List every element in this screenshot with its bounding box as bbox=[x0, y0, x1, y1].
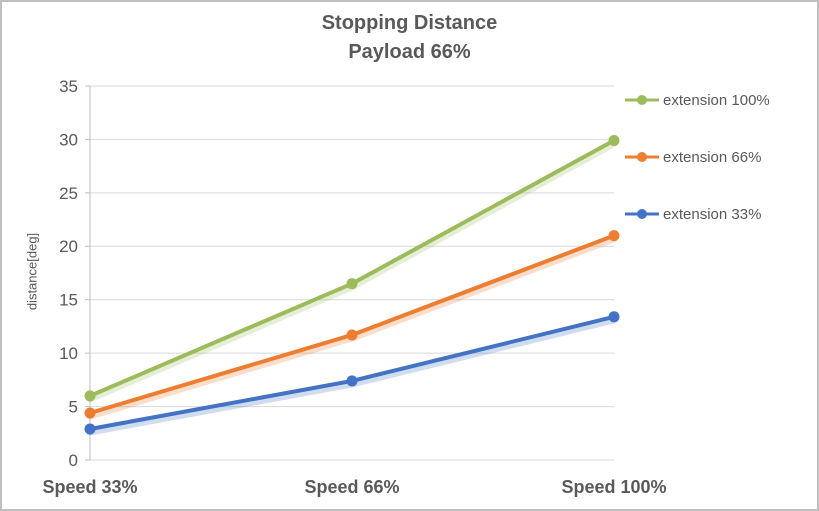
data-point-marker[interactable] bbox=[608, 311, 620, 323]
data-point-marker[interactable] bbox=[608, 230, 620, 242]
legend-label: extension 100% bbox=[663, 91, 770, 109]
series-extension-100[interactable] bbox=[84, 134, 620, 403]
y-tick-label: 5 bbox=[69, 398, 78, 417]
gridlines bbox=[85, 85, 614, 461]
legend-line-marker-icon bbox=[625, 95, 659, 105]
legend: extension 100% extension 66% extension 3… bbox=[624, 90, 770, 261]
legend-item-extension-100[interactable]: extension 100% bbox=[624, 90, 770, 110]
x-category-labels: Speed 33% Speed 66% Speed 100% bbox=[42, 477, 666, 497]
series-extension-33[interactable] bbox=[84, 311, 620, 436]
x-category-label: Speed 33% bbox=[42, 477, 137, 497]
series-extension-66[interactable] bbox=[84, 230, 620, 420]
x-category-label: Speed 100% bbox=[561, 477, 666, 497]
legend-line-marker-icon bbox=[625, 209, 659, 219]
y-tick-label: 30 bbox=[59, 130, 78, 149]
legend-line-marker-icon bbox=[625, 152, 659, 162]
legend-item-extension-33[interactable]: extension 33% bbox=[624, 204, 770, 224]
data-point-marker[interactable] bbox=[346, 329, 358, 341]
data-point-marker[interactable] bbox=[346, 278, 358, 290]
y-axis-title: distance[deg] bbox=[24, 232, 40, 311]
data-point-marker[interactable] bbox=[84, 423, 96, 435]
data-point-marker[interactable] bbox=[84, 407, 96, 419]
y-tick-label: 20 bbox=[59, 237, 78, 256]
x-category-label: Speed 66% bbox=[304, 477, 399, 497]
y-tick-label: 15 bbox=[59, 291, 78, 310]
data-point-marker[interactable] bbox=[608, 134, 620, 146]
legend-item-extension-66[interactable]: extension 66% bbox=[624, 147, 770, 167]
legend-label: extension 66% bbox=[663, 148, 762, 166]
y-tick-labels: 0 5 10 15 20 25 30 35 bbox=[59, 77, 78, 470]
y-tick-label: 25 bbox=[59, 184, 78, 203]
legend-label: extension 33% bbox=[663, 205, 762, 223]
y-tick-label: 35 bbox=[59, 77, 78, 96]
data-point-marker[interactable] bbox=[84, 390, 96, 402]
data-point-marker[interactable] bbox=[346, 375, 358, 387]
y-tick-label: 10 bbox=[59, 344, 78, 363]
y-tick-label: 0 bbox=[69, 451, 78, 470]
